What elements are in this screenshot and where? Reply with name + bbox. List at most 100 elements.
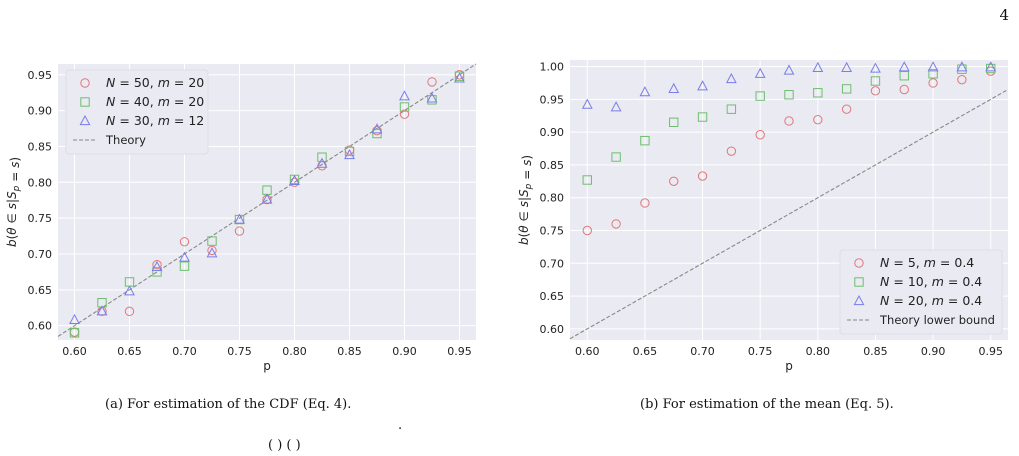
data-point <box>454 71 465 81</box>
data-point <box>841 84 852 94</box>
data-point <box>754 67 766 78</box>
data-point <box>234 213 245 224</box>
y-tick-label: 0.60 <box>540 323 565 336</box>
x-tick-label: 0.95 <box>447 345 472 358</box>
data-point <box>870 62 881 73</box>
data-point <box>610 101 622 112</box>
legend-label: N = 5, m = 0.4 <box>880 255 974 270</box>
x-tick-label: 0.60 <box>575 345 600 358</box>
y-axis-label: b(θ ∈ s|Sp = s) <box>517 155 534 245</box>
x-tick-label: 0.65 <box>633 345 658 358</box>
page-number: 4 <box>999 6 1009 24</box>
y-tick-label: 0.85 <box>28 140 53 153</box>
data-point <box>344 146 355 157</box>
x-axis-label: p <box>263 359 271 373</box>
data-point <box>783 64 795 75</box>
data-point <box>426 92 438 103</box>
data-point <box>841 61 853 72</box>
series-square <box>582 63 996 185</box>
legend-marker <box>80 78 90 88</box>
data-point <box>399 102 410 112</box>
data-point <box>813 88 823 98</box>
data-point <box>812 61 824 72</box>
data-point <box>582 225 592 236</box>
y-tick-label: 0.95 <box>540 93 565 106</box>
x-tick-label: 0.85 <box>863 345 888 358</box>
data-point <box>611 219 621 229</box>
y-tick-label: 1.00 <box>540 61 565 74</box>
data-point <box>899 71 909 81</box>
data-point <box>399 90 410 101</box>
legend-label: N = 10, m = 0.4 <box>880 274 982 289</box>
data-point <box>726 104 737 114</box>
chart-mean-estimation: 0.60 0.65 0.70 0.75 0.80 0.85 0.90 0.95 0.60 0.65… <box>517 60 1009 373</box>
data-point <box>582 175 592 185</box>
data-point <box>755 130 765 140</box>
data-point <box>985 61 997 72</box>
data-point <box>956 61 968 72</box>
x-tick-label: 0.70 <box>690 345 715 358</box>
caption-right: (b) For estimation of the mean (Eq. 5). <box>640 397 894 412</box>
data-point <box>898 61 910 72</box>
data-point <box>640 198 650 208</box>
legend-label: N = 20, m = 0.4 <box>880 293 982 308</box>
y-tick-label: 0.60 <box>28 320 53 333</box>
caption-left: (a) For estimation of the CDF (Eq. 4). <box>105 397 352 412</box>
data-point <box>179 237 190 247</box>
x-tick-label: 0.70 <box>172 345 197 358</box>
x-tick-label: 0.75 <box>227 345 252 358</box>
y-tick-label: 0.75 <box>540 224 565 237</box>
chart-cdf-estimation: 0.60 0.65 0.70 0.75 0.80 0.85 0.90 0.95 0.60 0.65… <box>5 63 477 373</box>
series-triangle <box>581 61 997 112</box>
x-tick-label: 0.90 <box>921 345 946 358</box>
data-point <box>841 104 852 114</box>
data-point <box>669 117 679 127</box>
legend-marker <box>854 258 864 268</box>
y-tick-label: 0.70 <box>28 248 53 261</box>
data-point <box>427 95 437 105</box>
data-point <box>344 148 355 160</box>
legend-box <box>65 69 209 155</box>
legend-label: Theory lower bound <box>879 313 995 327</box>
series-square <box>69 71 465 338</box>
data-point <box>640 135 650 146</box>
series-triangle <box>69 72 465 325</box>
data-point <box>96 305 108 316</box>
data-point <box>124 306 135 317</box>
y-axis-label: b(θ ∈ s|Sp = s) <box>5 157 22 247</box>
data-point <box>261 193 273 204</box>
data-point <box>581 98 593 109</box>
data-point <box>316 157 328 168</box>
data-point <box>669 176 679 187</box>
x-axis-label: p <box>785 359 793 373</box>
data-point <box>427 77 437 87</box>
data-point <box>289 174 300 185</box>
data-point <box>697 171 708 181</box>
x-tick-label: 0.65 <box>117 345 142 358</box>
stray-dot: . <box>398 418 403 433</box>
data-point <box>399 109 410 119</box>
legend-marker <box>853 294 865 306</box>
data-point <box>152 267 162 277</box>
x-tick-label: 0.60 <box>62 345 87 358</box>
data-point <box>234 226 245 236</box>
data-point <box>927 61 939 72</box>
data-point <box>207 236 217 246</box>
data-point <box>454 72 465 83</box>
data-point <box>755 91 765 101</box>
x-tick-label: 0.95 <box>978 345 1003 358</box>
y-tick-label: 0.90 <box>28 105 53 118</box>
legend-label: N = 30, m = 12 <box>106 113 204 128</box>
data-point <box>928 69 938 79</box>
y-tick-label: 0.80 <box>540 192 565 205</box>
data-point <box>179 261 190 271</box>
x-tick-label: 0.80 <box>806 345 831 358</box>
data-point <box>639 86 651 97</box>
series-circle <box>582 66 996 236</box>
data-point <box>928 78 938 88</box>
legend-label: N = 50, m = 20 <box>106 75 204 90</box>
y-tick-label: 0.85 <box>540 159 565 172</box>
x-tick-label: 0.80 <box>282 345 307 358</box>
data-point <box>986 63 996 74</box>
legend-marker <box>79 114 91 126</box>
